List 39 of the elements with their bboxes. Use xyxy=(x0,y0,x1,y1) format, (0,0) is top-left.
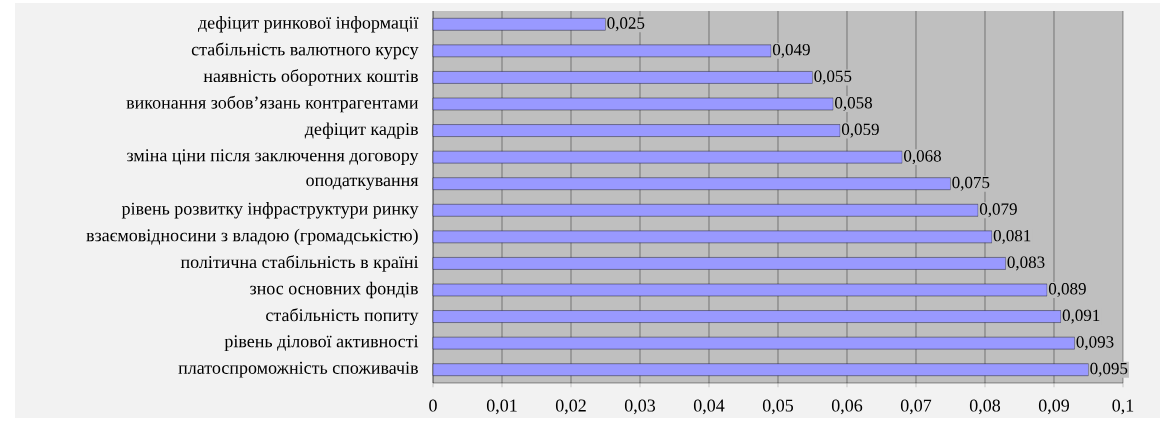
x-tick-label: 0,02 xyxy=(555,399,586,415)
y-tick-label: стабільність валютного курсу xyxy=(191,42,419,60)
x-tick-label: 0,06 xyxy=(831,399,863,415)
y-tick-label: дефіцит ринкової інформації xyxy=(197,16,419,33)
x-tick-label: 0,01 xyxy=(486,399,517,415)
data-label: 0,079 xyxy=(979,203,1017,218)
data-label: 0,058 xyxy=(835,97,872,111)
data-label: 0,049 xyxy=(772,43,810,58)
x-tick-label: 0,07 xyxy=(900,399,932,415)
x-tick-label: 0,04 xyxy=(693,399,725,415)
y-tick-label: наявність оборотних коштів xyxy=(203,69,418,86)
y-tick-label: зміна ціни після заключення договору xyxy=(127,149,419,166)
y-tick-label: знос основних фондів xyxy=(250,281,418,299)
y-tick-label: оподаткування xyxy=(306,177,419,190)
y-tick-label: дефіцит кадрів xyxy=(304,122,418,139)
x-tick-label: 0,03 xyxy=(624,399,656,415)
data-label: 0,055 xyxy=(814,70,852,85)
y-tick-label: платоспроможність споживачів xyxy=(178,361,418,378)
data-label: 0,095 xyxy=(1090,362,1128,377)
data-label: 0,093 xyxy=(1076,336,1114,351)
data-label: 0,083 xyxy=(1007,256,1045,271)
data-label: 0,059 xyxy=(841,123,879,138)
data-label: 0,068 xyxy=(904,150,941,165)
data-label: 0,075 xyxy=(952,176,990,191)
data-label: 0,091 xyxy=(1062,309,1100,324)
y-tick-label: політична стабільність в країні xyxy=(180,255,419,272)
x-tick-label: 0,1 xyxy=(1112,399,1134,415)
x-tick-label: 0 xyxy=(429,399,437,412)
y-tick-label: виконання зобов’язань контрагентами xyxy=(126,95,419,113)
y-tick-label: рівень розвитку інфраструктури ринку xyxy=(121,202,419,219)
data-label: 0,025 xyxy=(607,17,645,32)
y-tick-label: стабільність попиту xyxy=(266,308,419,325)
data-label: 0,089 xyxy=(1048,283,1086,297)
x-tick-label: 0,09 xyxy=(1038,399,1069,415)
x-tick-label: 0,08 xyxy=(969,399,1001,415)
x-tick-label: 0,05 xyxy=(762,399,794,415)
data-label: 0,081 xyxy=(993,229,1031,244)
y-tick-label: рівень ділової активності xyxy=(224,335,419,351)
y-tick-label: взаємовідносини з владою (громадськістю) xyxy=(86,228,418,245)
